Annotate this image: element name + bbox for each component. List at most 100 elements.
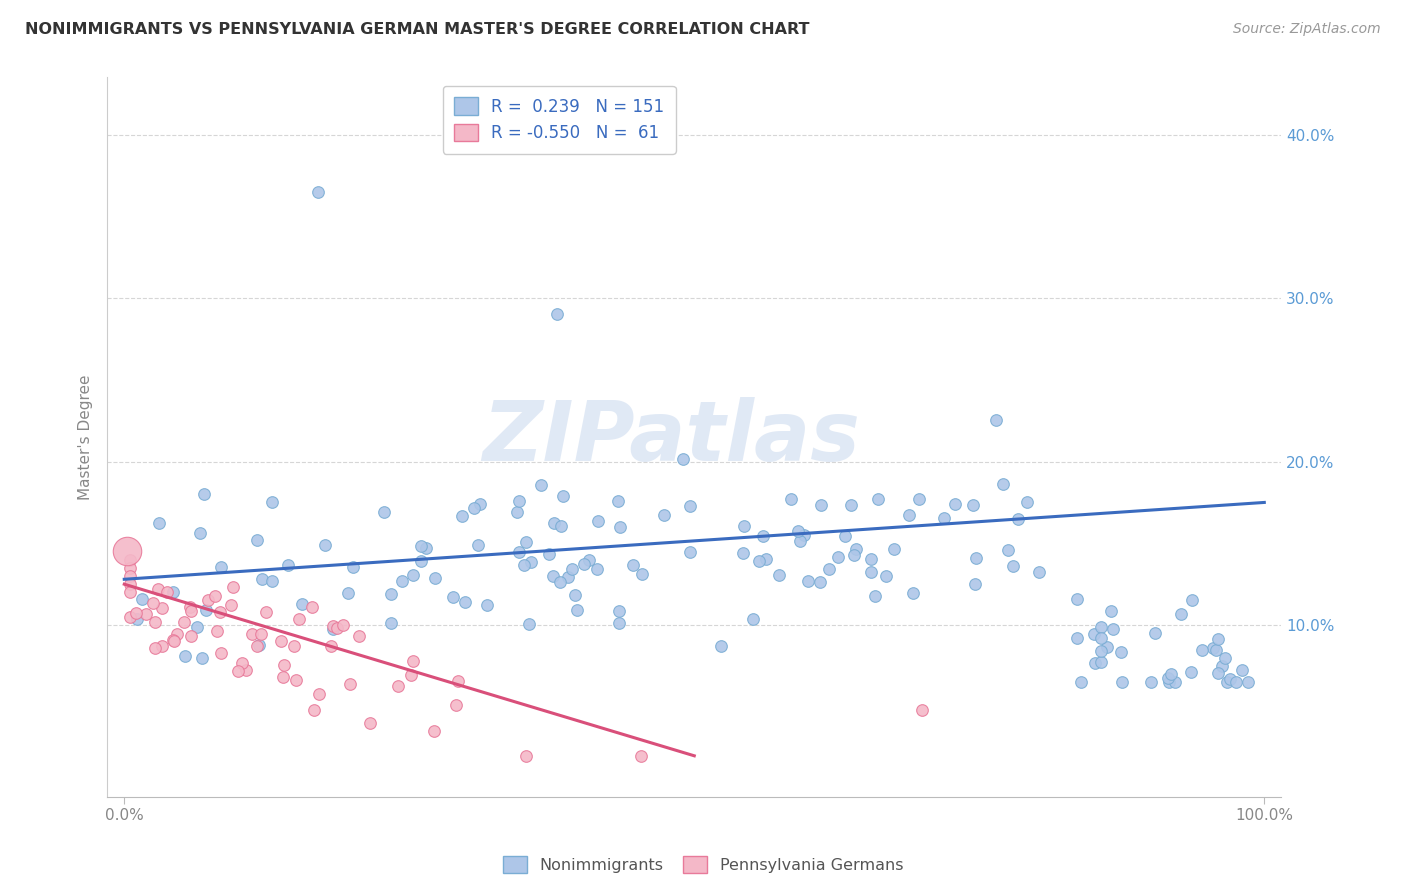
Point — [415, 541, 437, 555]
Point — [1206, 666, 1229, 681]
Point — [195, 603, 218, 617]
Point — [827, 549, 849, 564]
Point — [1066, 631, 1088, 645]
Point — [450, 509, 472, 524]
Point — [423, 724, 446, 739]
Point — [515, 748, 537, 763]
Point — [399, 667, 422, 681]
Point — [247, 638, 270, 652]
Point — [984, 413, 1007, 427]
Point — [845, 541, 868, 556]
Point — [186, 619, 208, 633]
Point — [908, 491, 931, 506]
Point — [506, 505, 529, 519]
Point — [550, 518, 572, 533]
Point — [1002, 558, 1025, 573]
Point — [574, 558, 596, 572]
Point — [380, 587, 402, 601]
Point — [304, 703, 326, 717]
Point — [131, 592, 153, 607]
Point — [962, 499, 984, 513]
Point — [578, 552, 600, 566]
Point — [710, 640, 733, 654]
Point — [118, 552, 141, 566]
Point — [1164, 675, 1187, 690]
Point — [162, 585, 184, 599]
Point — [115, 544, 138, 558]
Point — [332, 617, 354, 632]
Point — [1028, 565, 1050, 579]
Point — [768, 567, 790, 582]
Point — [118, 577, 141, 591]
Point — [291, 597, 314, 611]
Point — [205, 624, 228, 639]
Point — [1191, 643, 1213, 657]
Point — [173, 649, 195, 664]
Point — [391, 574, 413, 588]
Point — [1216, 675, 1239, 690]
Point — [1211, 658, 1233, 673]
Y-axis label: Master's Degree: Master's Degree — [79, 375, 93, 500]
Point — [1090, 620, 1112, 634]
Point — [755, 551, 778, 566]
Point — [322, 622, 344, 636]
Point — [844, 548, 866, 562]
Point — [387, 679, 409, 693]
Point — [508, 545, 530, 559]
Point — [1232, 663, 1254, 677]
Point — [347, 629, 370, 643]
Point — [607, 616, 630, 631]
Point — [1101, 623, 1123, 637]
Point — [630, 748, 652, 763]
Point — [607, 494, 630, 508]
Point — [277, 558, 299, 573]
Point — [179, 599, 201, 614]
Point — [118, 609, 141, 624]
Text: ZIPatlas: ZIPatlas — [482, 397, 859, 477]
Point — [779, 492, 801, 507]
Point — [793, 528, 815, 542]
Point — [1156, 671, 1178, 685]
Point — [342, 559, 364, 574]
Point — [834, 529, 856, 543]
Point — [742, 612, 765, 626]
Point — [678, 545, 700, 559]
Point — [898, 508, 921, 522]
Point — [441, 590, 464, 604]
Point — [1015, 494, 1038, 508]
Point — [173, 615, 195, 630]
Point — [250, 627, 273, 641]
Point — [997, 542, 1019, 557]
Point — [733, 519, 755, 533]
Point — [866, 491, 889, 506]
Point — [1070, 675, 1092, 690]
Point — [270, 633, 292, 648]
Point — [529, 478, 551, 492]
Point — [1109, 645, 1132, 659]
Point — [221, 598, 243, 612]
Point — [1225, 675, 1247, 690]
Point — [1099, 605, 1122, 619]
Point — [142, 597, 165, 611]
Point — [402, 654, 425, 668]
Point — [991, 476, 1014, 491]
Point — [546, 308, 568, 322]
Point — [260, 574, 283, 588]
Point — [548, 574, 571, 589]
Point — [1219, 673, 1241, 687]
Point — [314, 538, 336, 552]
Point — [607, 604, 630, 618]
Point — [319, 639, 342, 653]
Point — [631, 567, 654, 582]
Point — [262, 495, 284, 509]
Point — [402, 567, 425, 582]
Point — [789, 534, 811, 549]
Point — [125, 612, 148, 626]
Point — [166, 626, 188, 640]
Point — [513, 558, 536, 572]
Point — [118, 585, 141, 599]
Point — [752, 528, 775, 542]
Point — [118, 561, 141, 575]
Point — [143, 640, 166, 655]
Point — [1202, 641, 1225, 656]
